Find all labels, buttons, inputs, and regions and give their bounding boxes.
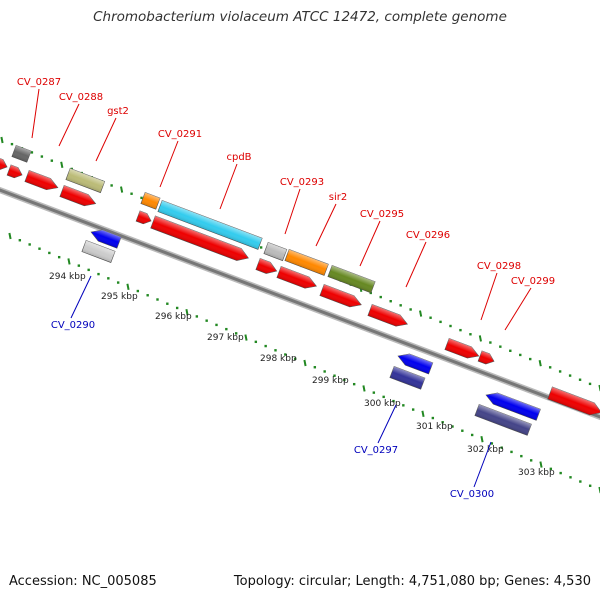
genome-backbone xyxy=(0,186,600,421)
gene-arrow xyxy=(6,164,23,179)
forward-gene-label: CV_0299 xyxy=(504,276,555,331)
reverse-gene-label: CV_0300 xyxy=(450,441,494,500)
reverse-gene-label-text: CV_0300 xyxy=(450,489,494,500)
ruler-label: 298 kbp xyxy=(260,354,297,364)
gene-arrow xyxy=(276,266,317,289)
gene-arrow xyxy=(444,338,480,359)
forward-gene-label: CV_0298 xyxy=(477,261,521,321)
gene-arrow xyxy=(0,156,8,171)
forward-gene-label: CV_0291 xyxy=(158,129,202,188)
forward-gene-label-text: CV_0295 xyxy=(360,209,404,220)
forward-gene-label: sir2 xyxy=(315,192,347,247)
forward-gene-label: gst2 xyxy=(95,106,129,162)
ruler-labels-layer: 294 kbp 295 kbp 296 kbp 297 kbp 298 kbp 299 k… xyxy=(49,272,555,478)
gene-box-light-grey xyxy=(263,242,288,262)
gene-box-cyan xyxy=(157,200,263,250)
ruler-label: 295 kbp xyxy=(101,292,138,302)
gene-box-green xyxy=(327,265,376,294)
forward-gene-label: CV_0296 xyxy=(405,230,450,288)
gene-box-grey xyxy=(11,145,32,163)
gene-arrow xyxy=(547,386,600,416)
forward-gene-label-text: CV_0299 xyxy=(511,276,555,287)
forward-gene-label-text: CV_0287 xyxy=(17,77,61,88)
gene-box-olive xyxy=(65,168,106,194)
forward-gene-label: CV_0293 xyxy=(280,177,324,235)
reverse-gene-label: CV_0297 xyxy=(354,404,398,456)
gene-box-orange xyxy=(140,192,161,210)
gene-arrow xyxy=(319,284,362,308)
gene-arrow xyxy=(367,304,408,327)
forward-gene-label: CV_0295 xyxy=(359,209,404,267)
gene-box-navy xyxy=(389,366,426,390)
forward-gene-label: CV_0287 xyxy=(17,77,61,139)
gene-arrow xyxy=(59,185,97,207)
ruler-label: 294 kbp xyxy=(49,272,86,282)
ruler-label: 299 kbp xyxy=(312,376,349,386)
tick-dots-layer xyxy=(0,136,600,494)
forward-gene-label-text: CV_0298 xyxy=(477,261,521,272)
forward-gene-label-text: sir2 xyxy=(329,192,347,203)
gene-box-indigo xyxy=(474,404,532,436)
gene-box-orange xyxy=(284,249,329,276)
ruler-label: 297 kbp xyxy=(207,333,244,343)
reverse-gene-label-text: CV_0297 xyxy=(354,445,398,456)
forward-gene-label-text: cpdB xyxy=(226,152,251,163)
gene-arrow xyxy=(135,210,152,225)
forward-gene-label-text: CV_0288 xyxy=(59,92,103,103)
gene-arrow-reverse xyxy=(90,229,122,249)
reverse-gene-label: CV_0290 xyxy=(51,275,95,331)
accession-text: Accession: NC_005085 xyxy=(9,574,157,589)
gene-features-layer xyxy=(0,145,600,436)
gene-arrow xyxy=(24,170,59,191)
gene-box-light-grey xyxy=(81,240,116,263)
inner-tick-track xyxy=(8,232,600,494)
reverse-gene-label-text: CV_0290 xyxy=(51,320,95,331)
forward-gene-label-text: CV_0291 xyxy=(158,129,202,140)
gene-arrow xyxy=(477,350,495,365)
ruler-label: 296 kbp xyxy=(155,312,192,322)
gene-arrow xyxy=(255,258,278,274)
gene-arrow-reverse xyxy=(485,392,541,421)
gene-labels-layer: CV_0287 CV_0288 gst2 CV_0291 cpdB CV_0293 sir2… xyxy=(17,77,555,500)
ruler-label: 303 kbp xyxy=(518,468,555,478)
forward-gene-label: cpdB xyxy=(219,152,252,210)
genome-summary-text: Topology: circular; Length: 4,751,080 bp… xyxy=(233,574,591,589)
ruler-label: 300 kbp xyxy=(364,399,401,409)
gene-arrow-reverse xyxy=(397,353,434,375)
gene-arrow xyxy=(150,215,249,261)
ruler-label: 302 kbp xyxy=(467,445,504,455)
forward-gene-label: CV_0288 xyxy=(58,92,103,147)
forward-gene-label-text: CV_0296 xyxy=(406,230,450,241)
forward-gene-label-text: gst2 xyxy=(107,106,129,117)
ruler-label: 301 kbp xyxy=(416,422,453,432)
genome-title: Chromobacterium violaceum ATCC 12472, co… xyxy=(93,9,507,25)
forward-gene-label-text: CV_0293 xyxy=(280,177,324,188)
